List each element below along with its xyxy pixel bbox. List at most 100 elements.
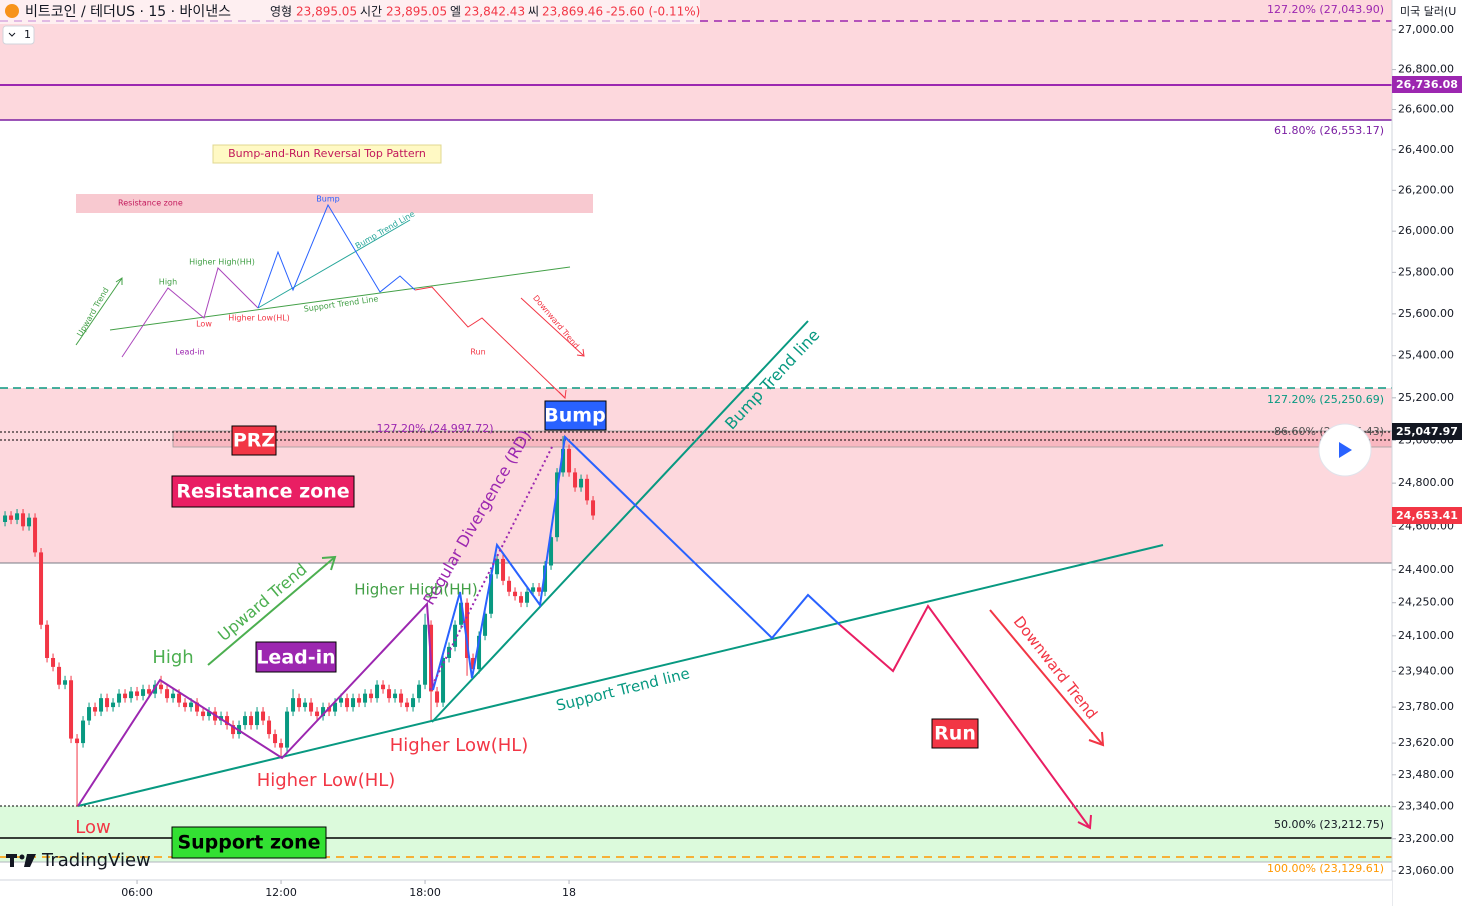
prz-box — [172, 430, 1393, 448]
candle-body — [291, 698, 296, 712]
y-tick-label: 24,400.00 — [1398, 563, 1454, 576]
candles — [3, 436, 596, 807]
candle-body — [69, 680, 74, 739]
symbol: 비트코인 / 테더US · 15 · 바이낸스 — [25, 4, 231, 20]
candle-body — [495, 558, 500, 575]
candle-body — [99, 698, 104, 712]
inset-label: Upward Trend — [75, 286, 110, 338]
interval-toggle[interactable] — [2, 25, 35, 45]
ohlc-key: 엘 — [450, 5, 461, 19]
ohlc-key: 씨 — [528, 5, 539, 19]
run-line — [839, 604, 1091, 829]
candle-body — [9, 515, 14, 520]
ohlc-key: 영형 — [270, 5, 292, 19]
candle-body — [249, 716, 254, 726]
brand-logo: TradingView — [6, 850, 151, 871]
inset-arrow — [576, 348, 585, 357]
arrow-head — [1088, 731, 1105, 747]
label: High — [152, 647, 193, 668]
candle-body — [225, 716, 230, 726]
label: Resistance zone — [176, 481, 349, 503]
candle-body — [117, 693, 122, 703]
inset-label: Bump Trend Line — [354, 209, 417, 250]
candle-body — [537, 587, 542, 592]
inset-label: Downward Trend — [531, 294, 581, 351]
candle-body — [297, 698, 302, 708]
candle-body — [267, 720, 272, 735]
candle-body — [477, 635, 482, 670]
candle-body — [519, 596, 524, 603]
lead-in-line — [77, 601, 434, 807]
y-tick-label: 24,100.00 — [1398, 629, 1454, 642]
inset-label: Bump — [316, 195, 339, 204]
inset-label: Higher High(HH) — [189, 258, 255, 267]
inset-label: Run — [470, 348, 485, 357]
candle-body — [405, 702, 410, 708]
candle-body — [135, 691, 140, 696]
candle-body — [543, 565, 548, 592]
support-trend-line — [77, 544, 1164, 807]
x-axis: 06:00 12:00 18:00 18 — [121, 880, 576, 899]
inset-arrow — [558, 389, 567, 400]
candle-body — [195, 702, 200, 712]
y-tick-label: 23,340.00 — [1398, 800, 1454, 813]
ohlc-change: -25.60 (-0.11%) — [606, 5, 700, 19]
candle-body — [591, 500, 596, 516]
candle-body — [579, 478, 584, 488]
x-tick-label: 06:00 — [121, 886, 153, 899]
candle-body — [489, 574, 494, 614]
bump-trend-line — [431, 320, 809, 723]
candle-body — [321, 707, 326, 717]
ohlc-value: 23,895.05 — [386, 5, 447, 19]
downward-arrow — [989, 609, 1104, 746]
y-tick-label: 25,800.00 — [1398, 265, 1454, 278]
brand: TradingView — [41, 850, 151, 871]
label: Downward Trend — [1010, 613, 1101, 723]
candle-body — [147, 689, 152, 694]
inset-label: Resistance zone — [118, 199, 183, 208]
logo-part — [24, 854, 36, 867]
x-tick-label: 18 — [562, 886, 576, 899]
y-tick-label: 25,600.00 — [1398, 307, 1454, 320]
candle-body — [165, 689, 170, 699]
candle-body — [393, 693, 398, 699]
x-axis-panel — [0, 880, 1392, 906]
candle-body — [33, 517, 38, 553]
y-tick-label: 24,800.00 — [1398, 476, 1454, 489]
candle-body — [177, 693, 182, 703]
interval: 1 — [24, 28, 31, 41]
fib-label: 50.00% (23,212.75) — [1274, 818, 1384, 831]
divergence-line — [429, 444, 554, 691]
fib-label: 127.20% (27,043.90) — [1267, 3, 1384, 16]
candle-body — [141, 689, 146, 696]
label: Upward Trend — [214, 560, 311, 645]
candle-body — [363, 693, 368, 703]
label: Higher Low(HL) — [390, 735, 529, 756]
label-box — [171, 475, 355, 508]
candle-body — [171, 693, 176, 699]
label-box — [544, 400, 607, 431]
price-tag-label: 24,653.41 — [1396, 509, 1458, 522]
y-tick-label: 23,780.00 — [1398, 700, 1454, 713]
candle-body — [549, 537, 554, 566]
candle-body — [93, 707, 98, 712]
arrow-head — [321, 555, 337, 571]
price-tag-label: 26,736.08 — [1396, 78, 1458, 91]
candle-body — [501, 558, 506, 581]
ohlc: 영형 23,895.05 시간 23,895.05 엘 23,842.43 씨 … — [270, 5, 700, 19]
inset-title-box — [212, 144, 442, 164]
arrow-head — [1077, 814, 1092, 830]
candle-body — [333, 702, 338, 712]
ohlc-value: 23,895.05 — [296, 5, 357, 19]
y-tick-label: 27,000.00 — [1398, 23, 1454, 36]
logo-part — [19, 854, 25, 860]
candle-body — [279, 743, 284, 748]
fib-label: 61.80% (26,553.17) — [1274, 124, 1384, 137]
candle-body — [585, 478, 590, 501]
candle-body — [39, 552, 44, 625]
candle-body — [261, 711, 266, 721]
candle-body — [351, 698, 356, 708]
chevron — [8, 32, 16, 37]
y-tick-label: 25,400.00 — [1398, 349, 1454, 362]
candle-body — [465, 602, 470, 658]
